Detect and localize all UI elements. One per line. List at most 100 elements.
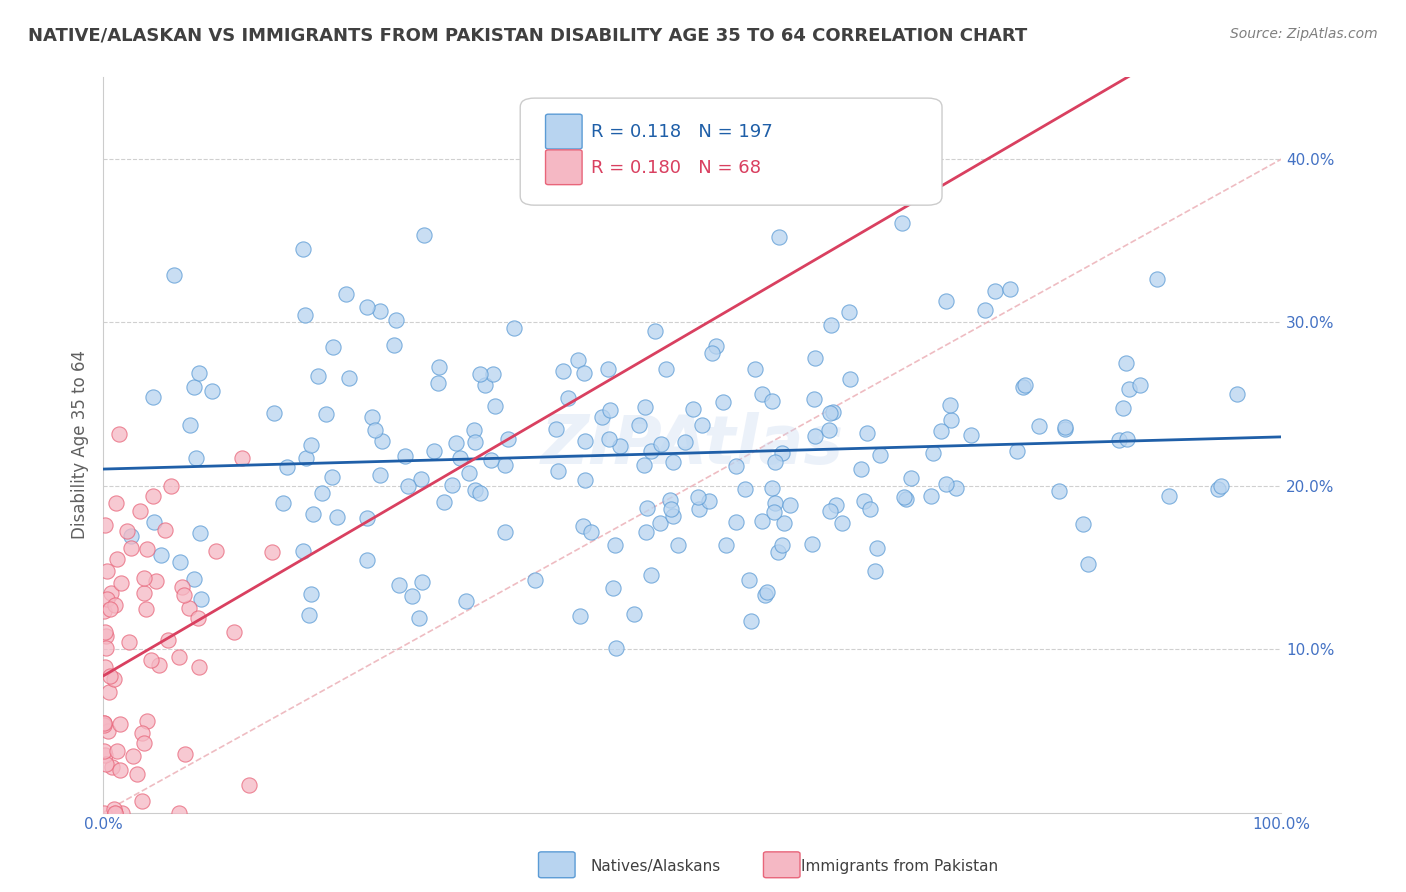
Point <box>714 538 737 552</box>
Point <box>444 436 467 450</box>
Point <box>484 400 506 414</box>
Point <box>311 486 333 500</box>
Point <box>567 353 589 368</box>
Point <box>139 653 162 667</box>
Point <box>427 359 450 374</box>
Point <box>201 384 224 398</box>
Point <box>385 312 408 326</box>
Point <box>98 668 121 682</box>
Point <box>163 268 186 282</box>
Point <box>893 490 915 504</box>
Point <box>388 578 411 592</box>
Point <box>704 339 727 353</box>
Point <box>605 538 627 552</box>
Point <box>132 585 155 599</box>
Point <box>187 366 209 380</box>
Point <box>1112 401 1135 415</box>
Point <box>598 432 620 446</box>
Point <box>849 462 872 476</box>
Point <box>1047 484 1070 499</box>
Point <box>820 318 842 332</box>
Point <box>853 493 876 508</box>
Point <box>125 767 148 781</box>
Point <box>454 594 477 608</box>
Point <box>855 425 877 440</box>
Text: Source: ZipAtlas.com: Source: ZipAtlas.com <box>1230 27 1378 41</box>
Point <box>1000 282 1022 296</box>
Point <box>458 466 481 480</box>
Point <box>262 545 284 559</box>
Text: Natives/Alaskans: Natives/Alaskans <box>591 859 721 874</box>
Text: R = 0.118   N = 197: R = 0.118 N = 197 <box>591 123 772 141</box>
Point <box>148 658 170 673</box>
Point <box>572 519 595 533</box>
Point <box>150 548 173 562</box>
Point <box>633 458 655 472</box>
Point <box>659 502 682 516</box>
Point <box>167 805 190 820</box>
Point <box>921 446 943 460</box>
Point <box>711 394 734 409</box>
Point <box>498 432 520 446</box>
Point <box>666 538 689 552</box>
Point <box>167 650 190 665</box>
Point <box>640 567 662 582</box>
Point <box>544 422 567 436</box>
Point <box>401 589 423 603</box>
Point <box>1054 420 1077 434</box>
Point <box>1014 378 1036 392</box>
Point <box>804 351 827 365</box>
Point <box>547 464 569 478</box>
Point <box>596 361 619 376</box>
Point <box>315 407 337 421</box>
Point <box>94 624 117 639</box>
Point <box>579 524 602 539</box>
Point <box>803 392 825 406</box>
Point <box>763 496 786 510</box>
Point <box>661 508 683 523</box>
Point <box>204 544 226 558</box>
Point <box>271 496 294 510</box>
Point <box>939 413 962 427</box>
Point <box>929 425 952 439</box>
Point <box>482 367 505 381</box>
Point <box>103 672 125 686</box>
Point <box>131 725 153 739</box>
Point <box>449 450 471 465</box>
Point <box>470 486 492 500</box>
Point <box>655 361 678 376</box>
Point <box>839 371 862 385</box>
Point <box>770 538 793 552</box>
Point <box>1226 386 1249 401</box>
Point <box>763 455 786 469</box>
Point <box>110 576 132 591</box>
Point <box>396 479 419 493</box>
Point <box>131 794 153 808</box>
Point <box>93 716 115 731</box>
Point <box>1011 380 1033 394</box>
Point <box>1005 444 1028 458</box>
Point <box>96 564 118 578</box>
Point <box>634 400 657 414</box>
Point <box>105 551 128 566</box>
Text: NATIVE/ALASKAN VS IMMIGRANTS FROM PAKISTAN DISABILITY AGE 35 TO 64 CORRELATION C: NATIVE/ALASKAN VS IMMIGRANTS FROM PAKIST… <box>28 27 1028 45</box>
Point <box>973 302 995 317</box>
Point <box>93 716 115 731</box>
Point <box>831 516 853 530</box>
Point <box>686 490 709 504</box>
Point <box>623 607 645 622</box>
Point <box>569 608 592 623</box>
Text: Immigrants from Pakistan: Immigrants from Pakistan <box>801 859 998 874</box>
Point <box>174 747 197 761</box>
Point <box>939 398 962 412</box>
Point <box>761 393 783 408</box>
Point <box>184 451 207 466</box>
Point <box>190 526 212 541</box>
Point <box>468 367 491 381</box>
Point <box>231 451 253 466</box>
Point <box>145 574 167 588</box>
Point <box>426 376 449 390</box>
Point <box>869 448 891 462</box>
Point <box>104 805 127 820</box>
Point <box>502 321 524 335</box>
